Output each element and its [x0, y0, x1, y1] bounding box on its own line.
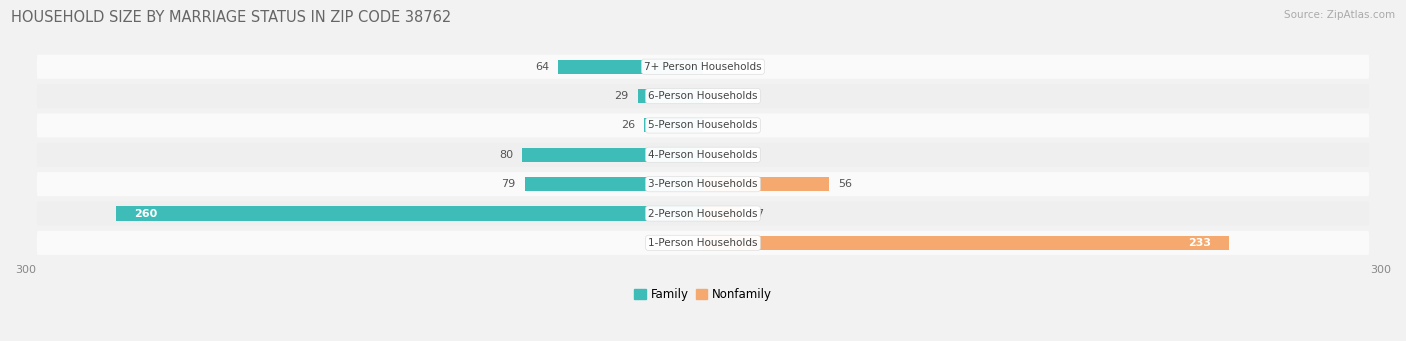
Bar	[644, 118, 703, 133]
Bar	[637, 89, 703, 103]
Text: 233: 233	[1188, 238, 1211, 248]
Text: 2-Person Households: 2-Person Households	[648, 208, 758, 219]
Text: HOUSEHOLD SIZE BY MARRIAGE STATUS IN ZIP CODE 38762: HOUSEHOLD SIZE BY MARRIAGE STATUS IN ZIP…	[11, 10, 451, 25]
Text: 0: 0	[711, 120, 718, 131]
Text: 260: 260	[134, 208, 157, 219]
Bar	[703, 236, 1229, 250]
Text: 64: 64	[536, 62, 550, 72]
FancyBboxPatch shape	[37, 114, 1369, 137]
Bar	[523, 148, 703, 162]
FancyBboxPatch shape	[37, 231, 1369, 255]
Text: Source: ZipAtlas.com: Source: ZipAtlas.com	[1284, 10, 1395, 20]
Bar	[703, 206, 741, 221]
Text: 3-Person Households: 3-Person Households	[648, 179, 758, 189]
Text: 5-Person Households: 5-Person Households	[648, 120, 758, 131]
Text: 0: 0	[711, 150, 718, 160]
Text: 17: 17	[751, 208, 765, 219]
Text: 0: 0	[711, 62, 718, 72]
Text: 80: 80	[499, 150, 513, 160]
Text: 79: 79	[502, 179, 516, 189]
Bar	[558, 60, 703, 74]
FancyBboxPatch shape	[37, 172, 1369, 196]
Text: 56: 56	[838, 179, 852, 189]
Text: 29: 29	[614, 91, 628, 101]
Legend: Family, Nonfamily: Family, Nonfamily	[634, 288, 772, 301]
Bar	[703, 177, 830, 191]
Bar	[524, 177, 703, 191]
Text: 6-Person Households: 6-Person Households	[648, 91, 758, 101]
Text: 7+ Person Households: 7+ Person Households	[644, 62, 762, 72]
Text: 1-Person Households: 1-Person Households	[648, 238, 758, 248]
FancyBboxPatch shape	[37, 84, 1369, 108]
Bar	[115, 206, 703, 221]
Text: 4-Person Households: 4-Person Households	[648, 150, 758, 160]
FancyBboxPatch shape	[37, 202, 1369, 225]
Text: 0: 0	[711, 91, 718, 101]
Text: 26: 26	[621, 120, 636, 131]
FancyBboxPatch shape	[37, 55, 1369, 79]
FancyBboxPatch shape	[37, 143, 1369, 167]
